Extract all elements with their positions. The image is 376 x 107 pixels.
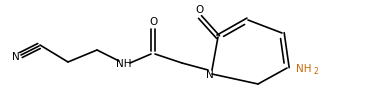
Text: NH: NH xyxy=(116,59,132,69)
Text: N: N xyxy=(206,70,214,80)
Text: NH: NH xyxy=(296,64,312,74)
Text: N: N xyxy=(12,52,20,62)
Text: O: O xyxy=(195,5,203,15)
Text: O: O xyxy=(149,17,157,27)
Text: 2: 2 xyxy=(314,68,318,77)
